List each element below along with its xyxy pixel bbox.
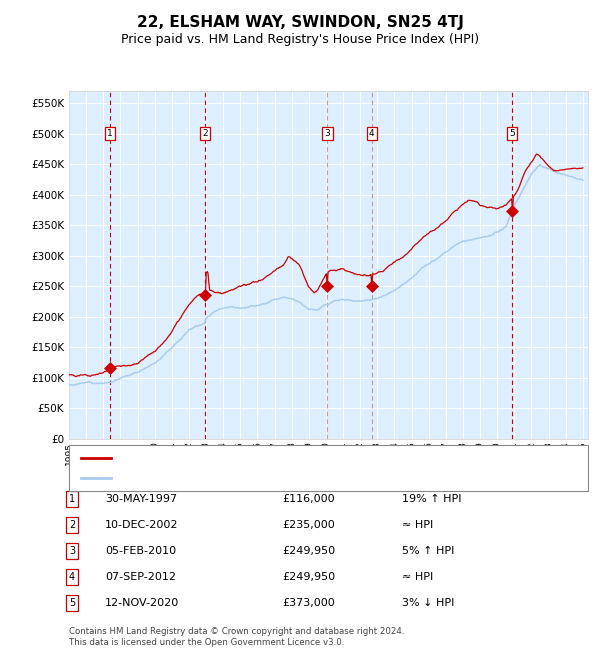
Text: 19% ↑ HPI: 19% ↑ HPI: [402, 494, 461, 504]
Text: 4: 4: [369, 129, 374, 138]
Text: 05-FEB-2010: 05-FEB-2010: [105, 546, 176, 556]
Text: 3: 3: [325, 129, 331, 138]
Text: 30-MAY-1997: 30-MAY-1997: [105, 494, 177, 504]
Text: £249,950: £249,950: [282, 572, 335, 582]
Text: 12-NOV-2020: 12-NOV-2020: [105, 598, 179, 608]
Text: 4: 4: [69, 572, 75, 582]
Text: £249,950: £249,950: [282, 546, 335, 556]
Text: 22, ELSHAM WAY, SWINDON, SN25 4TJ: 22, ELSHAM WAY, SWINDON, SN25 4TJ: [137, 15, 463, 31]
Text: £235,000: £235,000: [282, 520, 335, 530]
Text: Contains HM Land Registry data © Crown copyright and database right 2024.
This d: Contains HM Land Registry data © Crown c…: [69, 627, 404, 647]
Text: 22, ELSHAM WAY, SWINDON, SN25 4TJ (detached house): 22, ELSHAM WAY, SWINDON, SN25 4TJ (detac…: [117, 453, 412, 463]
Text: 2: 2: [202, 129, 208, 138]
Text: ≈ HPI: ≈ HPI: [402, 572, 433, 582]
Text: 10-DEC-2002: 10-DEC-2002: [105, 520, 179, 530]
Text: 3% ↓ HPI: 3% ↓ HPI: [402, 598, 454, 608]
Text: HPI: Average price, detached house, Swindon: HPI: Average price, detached house, Swin…: [117, 473, 354, 483]
Text: ≈ HPI: ≈ HPI: [402, 520, 433, 530]
Text: 5: 5: [509, 129, 515, 138]
Text: 5: 5: [69, 598, 75, 608]
Text: 3: 3: [69, 546, 75, 556]
Text: 2: 2: [69, 520, 75, 530]
Text: 07-SEP-2012: 07-SEP-2012: [105, 572, 176, 582]
Text: 1: 1: [107, 129, 113, 138]
Text: £116,000: £116,000: [282, 494, 335, 504]
Text: Price paid vs. HM Land Registry's House Price Index (HPI): Price paid vs. HM Land Registry's House …: [121, 32, 479, 46]
Text: £373,000: £373,000: [282, 598, 335, 608]
Text: 5% ↑ HPI: 5% ↑ HPI: [402, 546, 454, 556]
Text: 1: 1: [69, 494, 75, 504]
